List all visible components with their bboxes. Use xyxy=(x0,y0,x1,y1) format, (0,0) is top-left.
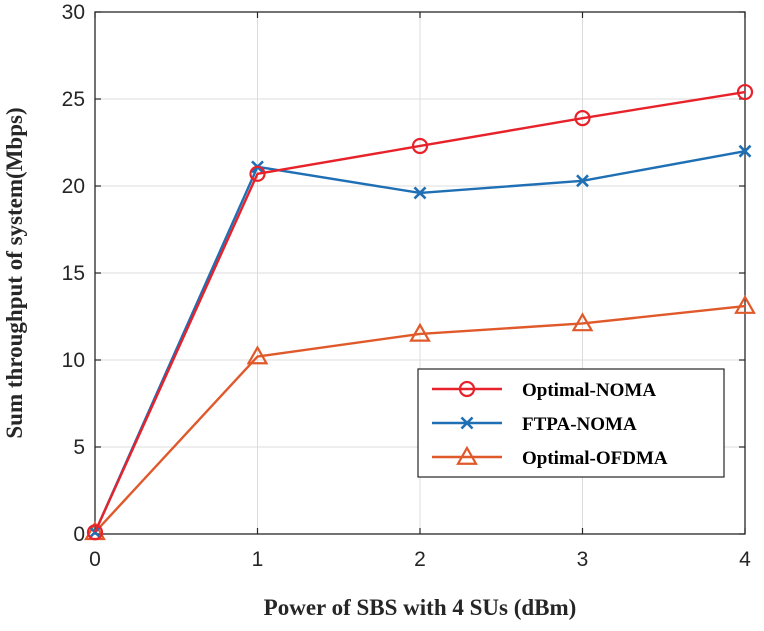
series-line xyxy=(94,304,746,534)
legend-entries: Optimal-NOMA FTPA-NOMA Optimal-OFDMA xyxy=(432,380,668,469)
y-tick-label: 25 xyxy=(62,88,85,111)
data-series xyxy=(84,83,756,541)
grid xyxy=(95,12,745,534)
y-axis-title: Sum throughput of system(Mbps) xyxy=(2,107,27,438)
y-tick-label: 15 xyxy=(62,262,85,285)
data-point-marker xyxy=(249,165,266,182)
y-tick-label: 10 xyxy=(62,349,85,372)
legend-label: Optimal-NOMA xyxy=(522,380,656,401)
y-tick-label: 30 xyxy=(62,1,85,24)
data-point-marker xyxy=(411,137,429,155)
y-tick-label: 5 xyxy=(73,436,85,459)
legend-entry: FTPA-NOMA xyxy=(432,414,637,435)
data-point-marker xyxy=(734,294,756,314)
series-optimal-noma xyxy=(86,83,754,541)
legend-label: FTPA-NOMA xyxy=(522,414,637,435)
data-point-marker xyxy=(246,345,269,365)
x-tick-label: 4 xyxy=(739,548,751,571)
x-tick-label: 1 xyxy=(252,548,264,571)
data-point-marker xyxy=(571,312,594,332)
data-point-marker xyxy=(574,110,591,127)
y-tick-label: 20 xyxy=(62,175,85,198)
data-point-marker xyxy=(409,322,431,342)
series-line xyxy=(93,90,746,533)
legend: Optimal-NOMA FTPA-NOMA Optimal-OFDMA xyxy=(417,368,725,478)
x-tick-label: 2 xyxy=(414,548,426,571)
legend-marker-swatch xyxy=(456,445,478,465)
data-point-marker xyxy=(576,174,589,188)
legend-label: Optimal-OFDMA xyxy=(522,448,668,469)
series-ftpa-noma xyxy=(88,144,752,539)
legend-marker-swatch xyxy=(458,380,476,398)
data-point-marker xyxy=(413,186,427,200)
legend-entry: Optimal-OFDMA xyxy=(432,445,668,469)
data-point-marker xyxy=(738,144,752,158)
data-point-marker xyxy=(736,83,754,101)
y-tick-label: 0 xyxy=(73,523,85,546)
legend-entry: Optimal-NOMA xyxy=(432,380,656,401)
x-axis-title: Power of SBS with 4 SUs (dBm) xyxy=(264,595,577,620)
data-point-marker xyxy=(86,524,104,541)
x-tick-label: 0 xyxy=(89,548,101,571)
legend-marker-swatch xyxy=(460,416,474,430)
x-tick-label: 3 xyxy=(577,548,589,571)
